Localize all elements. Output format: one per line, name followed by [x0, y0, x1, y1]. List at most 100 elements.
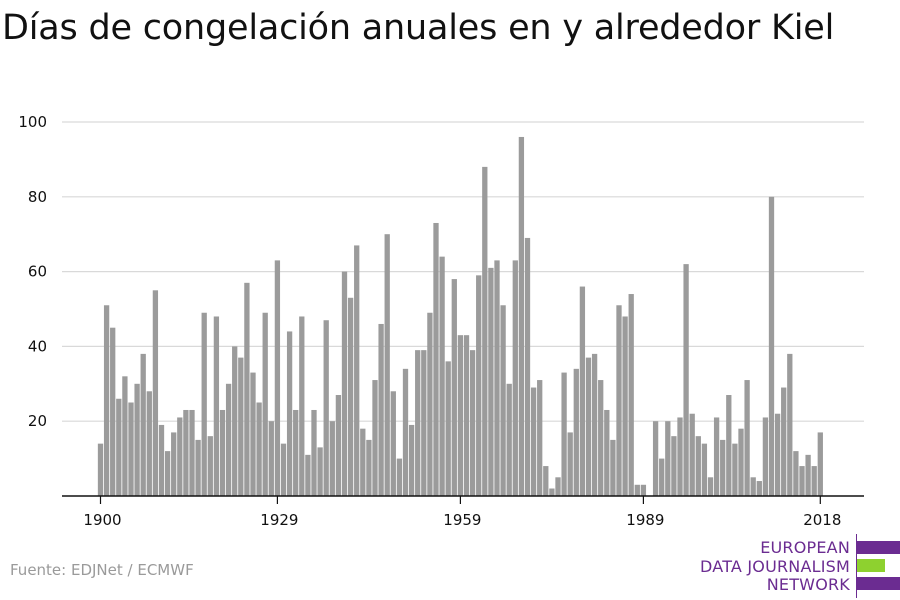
bar: [146, 391, 152, 496]
bar: [256, 402, 262, 496]
bar: [415, 350, 421, 496]
y-tick-label: 20: [28, 412, 47, 430]
bar: [750, 477, 756, 496]
bar: [171, 432, 177, 496]
bar: [671, 436, 677, 496]
x-tick-label: 1989: [626, 511, 664, 529]
logo-bar-green: [857, 559, 885, 572]
bar: [634, 484, 640, 496]
bar: [591, 353, 598, 496]
bar: [622, 316, 628, 496]
bar: [579, 286, 586, 496]
bar: [610, 439, 616, 496]
bar: [683, 264, 689, 496]
y-tick-label: 40: [28, 337, 47, 355]
bar: [677, 417, 683, 496]
bar: [793, 451, 799, 496]
bar: [573, 368, 579, 496]
bar: [305, 454, 311, 496]
bar: [530, 387, 537, 496]
bar: [396, 458, 403, 496]
bar-series: [97, 136, 823, 497]
bar: [195, 439, 201, 496]
bar: [543, 466, 549, 496]
x-axis: 1900 1929 1959 1989 2018: [62, 495, 864, 529]
bar: [469, 350, 476, 496]
bar: [225, 383, 232, 496]
bar: [262, 312, 268, 496]
bar: [244, 282, 250, 496]
chart-title: Días de congelación anuales en y alreded…: [2, 8, 835, 48]
logo-line-european: EUROPEAN: [760, 538, 850, 557]
bar: [335, 395, 342, 496]
bar: [323, 320, 329, 496]
bar: [720, 439, 726, 496]
bar: [299, 316, 305, 496]
bar: [768, 196, 775, 497]
bar: [598, 380, 604, 496]
bar: [97, 443, 104, 496]
logo-rule: [856, 534, 857, 598]
bar: [659, 458, 665, 496]
bar: [268, 421, 274, 496]
bar: [134, 383, 140, 496]
bar: [799, 466, 805, 496]
bar: [695, 436, 701, 496]
bar: [506, 383, 512, 496]
bar: [555, 477, 561, 496]
x-tick-label: 1929: [260, 511, 298, 529]
bar: [616, 305, 622, 496]
y-tick-label: 80: [28, 188, 47, 206]
bar: [738, 428, 744, 496]
bar: [354, 245, 360, 496]
bar: [817, 432, 823, 496]
bar: [408, 424, 415, 496]
bar: [787, 353, 793, 496]
logo-bar-purple-top: [857, 541, 900, 554]
x-tick-label: 1900: [83, 511, 121, 529]
bar: [707, 477, 714, 496]
source-note: Fuente: EDJNet / ECMWF: [10, 561, 194, 579]
bar: [628, 294, 634, 496]
bar: [457, 335, 464, 496]
bar: [366, 439, 372, 496]
bar: [774, 413, 781, 496]
logo-line-data-journalism: DATA JOURNALISM: [700, 557, 850, 576]
bar: [549, 488, 555, 496]
bar: [152, 290, 159, 496]
y-tick-label: 100: [18, 113, 47, 131]
bar: [585, 357, 592, 496]
bar: [701, 443, 708, 496]
bar: [207, 436, 213, 496]
bar: [744, 380, 750, 496]
bar: [140, 353, 146, 496]
bar: [445, 361, 451, 496]
logo-bar-purple-bottom: [857, 577, 900, 590]
bar: [360, 428, 366, 496]
bar: [384, 234, 390, 496]
bar: [512, 260, 518, 496]
bar: [567, 432, 573, 496]
bar: [726, 395, 732, 496]
bar: [280, 443, 287, 496]
bar: [476, 275, 482, 496]
bar: [317, 447, 323, 496]
bar: [274, 260, 281, 496]
bar: [439, 256, 445, 496]
edjnet-logo: EUROPEAN DATA JOURNALISM NETWORK: [700, 534, 900, 598]
bar: [463, 335, 470, 496]
bar: [219, 409, 226, 496]
x-tick-label: 1959: [443, 511, 481, 529]
bar: [524, 237, 531, 496]
bar: [537, 380, 543, 496]
bar: [329, 421, 335, 496]
bar: [293, 409, 299, 496]
bar: [232, 346, 238, 496]
bar: [732, 443, 738, 496]
bar: [164, 451, 171, 496]
bar: [689, 413, 695, 496]
bar: [482, 166, 488, 496]
bar: [604, 409, 610, 496]
bar: [402, 368, 409, 496]
bar: [110, 327, 116, 496]
